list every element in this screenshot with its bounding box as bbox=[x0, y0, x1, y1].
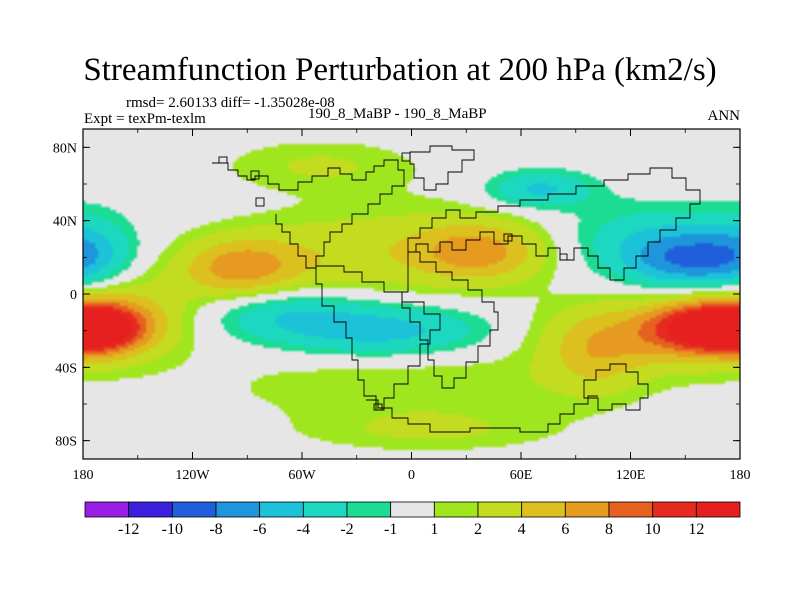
field-layer bbox=[83, 129, 740, 459]
colorbar-label: -8 bbox=[209, 521, 222, 538]
colorbar-label: 4 bbox=[518, 521, 526, 538]
coastline-layer bbox=[212, 145, 701, 433]
colorbar-swatch bbox=[84, 501, 130, 518]
island-6 bbox=[559, 253, 568, 261]
eurasia-coast bbox=[407, 167, 701, 281]
chart-title: Streamfunction Perturbation at 200 hPa (… bbox=[83, 52, 717, 88]
season-label: ANN bbox=[707, 108, 741, 124]
colorbar-swatch bbox=[171, 501, 217, 518]
colorbar-swatch bbox=[302, 501, 348, 518]
stats-label: rmsd= 2.60133 diff= -1.35028e-08 bbox=[126, 95, 335, 111]
africa-coast bbox=[401, 251, 499, 389]
colorbar-swatch bbox=[390, 501, 435, 518]
colorbar-label: -4 bbox=[297, 521, 310, 538]
y-tick-label: 0 bbox=[70, 288, 77, 303]
colorbar-swatch bbox=[521, 501, 566, 518]
colorbar-label: -10 bbox=[162, 521, 183, 538]
y-tick-label: 40S bbox=[55, 361, 77, 376]
colorbar-swatch bbox=[695, 501, 741, 518]
north-america-coast bbox=[212, 159, 405, 269]
x-tick-label: 60E bbox=[510, 468, 533, 483]
x-axis: 180 120W 60W 0 60E 120E 180 bbox=[73, 129, 751, 483]
colorbar-label: -1 bbox=[384, 521, 397, 538]
australia-coast bbox=[583, 363, 649, 411]
streamfunction-field bbox=[83, 129, 740, 459]
colorbar-label: 6 bbox=[561, 521, 569, 538]
colorbar-swatch bbox=[477, 501, 523, 518]
colorbar-swatch bbox=[215, 501, 261, 518]
y-axis: 80N 40N 0 40S 80S bbox=[53, 141, 740, 450]
island-2 bbox=[250, 170, 260, 180]
colorbar-swatch bbox=[608, 501, 654, 518]
colorbar-label: 10 bbox=[645, 521, 661, 538]
colorbar-label: 2 bbox=[474, 521, 482, 538]
x-tick-label: 180 bbox=[730, 468, 751, 483]
island-3 bbox=[255, 197, 265, 207]
island-1 bbox=[218, 156, 228, 164]
colorbar-label: -12 bbox=[118, 521, 139, 538]
y-tick-label: 80S bbox=[55, 435, 77, 450]
colorbar-swatch bbox=[259, 501, 304, 518]
colorbar-label: 12 bbox=[688, 521, 704, 538]
colorbar-label: 8 bbox=[605, 521, 613, 538]
colorbar-label: 1 bbox=[430, 521, 438, 538]
greenland-coast bbox=[409, 145, 475, 191]
colorbar-label: -2 bbox=[340, 521, 353, 538]
colorbar-swatch bbox=[433, 501, 479, 518]
island-5 bbox=[503, 233, 513, 242]
south-america-coast bbox=[315, 265, 441, 411]
colorbar-swatch bbox=[564, 501, 610, 518]
antarctica-coast bbox=[366, 395, 598, 433]
y-tick-label: 40N bbox=[53, 215, 77, 230]
colorbar: -12 -10 -8 -6 -4 -2 -1 1 2 4 6 8 10 12 bbox=[84, 501, 741, 538]
colorbar-swatch bbox=[346, 501, 392, 518]
experiment-label: Expt = texPm-texlm bbox=[84, 111, 206, 127]
colorbar-swatch bbox=[128, 501, 173, 518]
case-label: 190_8_MaBP - 190_8_MaBP bbox=[308, 106, 487, 122]
y-tick-label: 80N bbox=[53, 141, 77, 156]
x-tick-label: 0 bbox=[408, 468, 415, 483]
island-4 bbox=[401, 152, 411, 162]
colorbar-swatch bbox=[652, 501, 697, 518]
x-tick-label: 60W bbox=[288, 468, 316, 483]
island-7 bbox=[373, 403, 383, 411]
x-tick-label: 120W bbox=[175, 468, 210, 483]
x-tick-label: 180 bbox=[73, 468, 94, 483]
colorbar-label: -6 bbox=[253, 521, 266, 538]
x-tick-label: 120E bbox=[616, 468, 646, 483]
